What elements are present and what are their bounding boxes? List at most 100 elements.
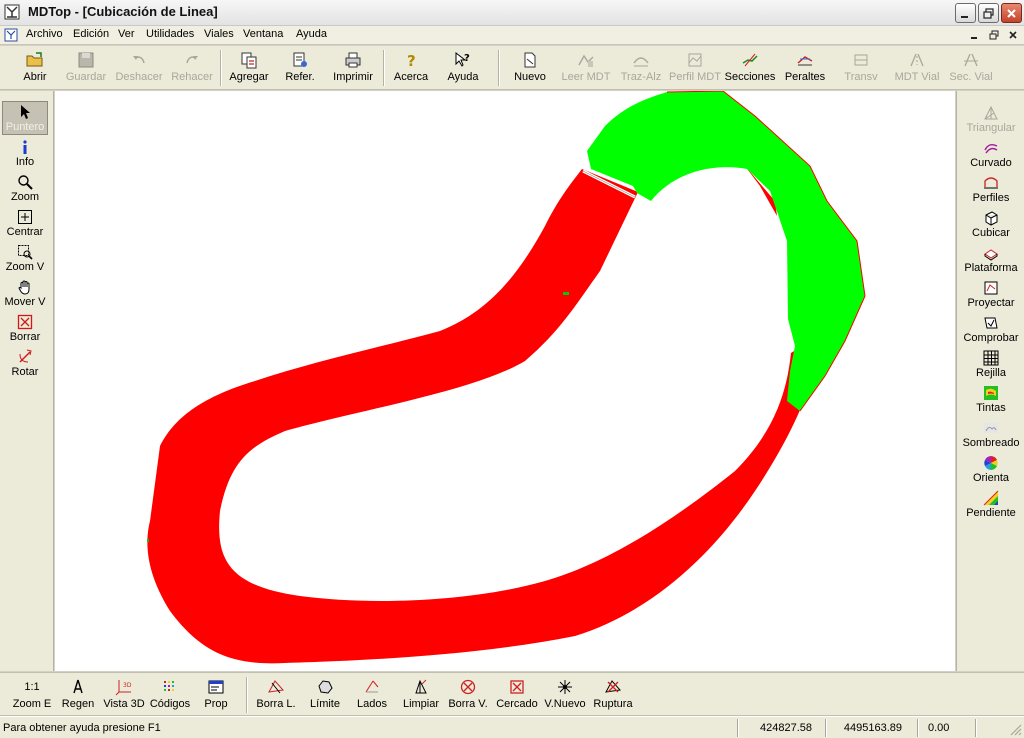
rotar-tool[interactable]: Rotar xyxy=(4,349,46,378)
menu-ayuda[interactable]: Ayuda xyxy=(296,28,327,40)
limite-button[interactable]: Límite xyxy=(306,676,344,714)
agregar-button[interactable]: Agregar xyxy=(227,49,271,87)
v-nuevo-button[interactable]: V.Nuevo xyxy=(543,676,587,714)
sections-icon xyxy=(742,53,758,67)
new-vertex-icon xyxy=(558,680,572,694)
sec-vial-button[interactable]: Sec. Vial xyxy=(948,49,994,87)
main-toolbar: Abrir Guardar Deshacer Rehacer Agregar R… xyxy=(0,46,1024,90)
borra-l-button[interactable]: Borra L. xyxy=(254,676,298,714)
borrar-tool[interactable]: Borrar xyxy=(4,314,46,343)
vista-3d-button[interactable]: 3D Vista 3D xyxy=(102,676,146,714)
status-y-coordinate: 4495163.89 xyxy=(843,722,902,734)
left-toolbar: Puntero Info Zoom Centrar Zoom V Mover V… xyxy=(0,91,54,671)
info-tool[interactable]: Info xyxy=(4,139,46,168)
zoom-v-tool[interactable]: Zoom V xyxy=(4,244,46,273)
perfil-mdt-button[interactable]: Perfil MDT xyxy=(669,49,721,87)
leer-mdt-button[interactable]: Leer MDT xyxy=(560,49,612,87)
menu-utilidades[interactable]: Utilidades xyxy=(146,28,195,40)
window-title: MDTop - [Cubicación de Linea] xyxy=(28,4,218,19)
close-button[interactable] xyxy=(1001,3,1022,23)
ayuda-button[interactable]: ? Ayuda xyxy=(447,51,479,83)
svg-text:3D: 3D xyxy=(123,682,132,689)
resize-grip-icon[interactable] xyxy=(1008,722,1022,736)
refer-button[interactable]: Refer. xyxy=(282,49,318,87)
question-mark-icon: ? xyxy=(407,52,416,69)
menu-viales[interactable]: Viales xyxy=(204,28,234,40)
break-line-icon xyxy=(605,680,621,693)
properties-icon xyxy=(208,680,224,694)
hand-pan-icon xyxy=(18,280,30,295)
cercado-button[interactable]: Cercado xyxy=(495,676,539,714)
document-icon[interactable] xyxy=(4,28,18,42)
ruptura-button[interactable]: Ruptura xyxy=(591,676,635,714)
svg-text:?: ? xyxy=(464,53,470,64)
boundary-icon xyxy=(318,680,333,694)
restore-button[interactable] xyxy=(978,3,999,23)
codigos-button[interactable]: Códigos xyxy=(148,676,192,714)
mdt-vial-button[interactable]: MDT Vial xyxy=(893,49,941,87)
perfiles-tool[interactable]: Perfiles xyxy=(960,175,1022,204)
menu-ver[interactable]: Ver xyxy=(118,28,135,40)
proyectar-tool[interactable]: Proyectar xyxy=(960,280,1022,309)
deshacer-button[interactable]: Deshacer xyxy=(114,49,164,87)
orienta-tool[interactable]: Orienta xyxy=(960,455,1022,484)
menu-ventana[interactable]: Ventana xyxy=(243,28,284,40)
comprobar-tool[interactable]: Comprobar xyxy=(960,315,1022,344)
erase-vertex-icon xyxy=(460,679,476,695)
nuevo-button[interactable]: Nuevo xyxy=(512,49,548,87)
tintas-tool[interactable]: Tintas xyxy=(960,385,1022,414)
mover-v-tool[interactable]: Mover V xyxy=(4,279,46,308)
cubicar-tool[interactable]: Cubicar xyxy=(960,210,1022,239)
zoom-tool[interactable]: Zoom xyxy=(4,174,46,203)
printer-icon xyxy=(345,52,361,68)
orientation-wheel-icon xyxy=(984,456,998,470)
reference-document-icon xyxy=(293,52,307,67)
zoom-e-button[interactable]: 1:1 Zoom E xyxy=(12,676,52,714)
app-logo-icon xyxy=(4,4,20,20)
info-icon xyxy=(23,140,27,154)
magnifier-icon xyxy=(18,175,33,190)
fill-speck xyxy=(563,292,569,295)
centrar-tool[interactable]: Centrar xyxy=(4,209,46,238)
road-terrain-icon xyxy=(910,53,924,67)
prop-button[interactable]: Prop xyxy=(200,676,232,714)
guardar-button[interactable]: Guardar xyxy=(64,49,108,87)
regen-button[interactable]: Regen xyxy=(58,676,98,714)
fill-speck xyxy=(147,539,149,542)
transv-button[interactable]: Transv xyxy=(842,49,880,87)
pendiente-tool[interactable]: Pendiente xyxy=(960,490,1022,519)
cube-icon xyxy=(985,211,998,226)
drawing-canvas[interactable] xyxy=(55,91,955,671)
cubicacion-drawing xyxy=(147,91,866,664)
abrir-button[interactable]: Abrir xyxy=(18,49,52,87)
mdi-minimize-button[interactable] xyxy=(967,28,983,42)
rejilla-tool[interactable]: Rejilla xyxy=(960,350,1022,379)
rehacer-button[interactable]: Rehacer xyxy=(169,49,215,87)
fill-area xyxy=(587,91,865,411)
puntero-tool[interactable]: Puntero xyxy=(2,101,48,135)
mdi-close-button[interactable] xyxy=(1005,28,1021,42)
sombreado-tool[interactable]: Sombreado xyxy=(960,420,1022,449)
triangular-tool[interactable]: Triangular xyxy=(960,105,1022,134)
peraltes-button[interactable]: Peraltes xyxy=(783,49,827,87)
traz-alz-button[interactable]: Traz-Alz xyxy=(618,49,664,87)
menu-edicion[interactable]: Edición xyxy=(73,28,110,40)
mdi-restore-button[interactable] xyxy=(986,28,1002,42)
erase-line-icon xyxy=(268,680,284,694)
lados-button[interactable]: Lados xyxy=(354,676,390,714)
restore-icon xyxy=(983,7,994,19)
curvado-tool[interactable]: Curvado xyxy=(960,140,1022,169)
acerca-button[interactable]: ? Acerca xyxy=(393,52,429,83)
transverse-icon xyxy=(854,54,868,66)
menu-archivo[interactable]: Archivo xyxy=(26,28,63,40)
borra-v-button[interactable]: Borra V. xyxy=(446,676,490,714)
minimize-icon xyxy=(961,15,968,18)
limpiar-button[interactable]: Limpiar xyxy=(402,676,440,714)
new-document-icon xyxy=(524,52,536,68)
minimize-button[interactable] xyxy=(955,3,976,23)
plataforma-tool[interactable]: Plataforma xyxy=(960,245,1022,274)
imprimir-button[interactable]: Imprimir xyxy=(331,49,375,87)
secciones-button[interactable]: Secciones xyxy=(724,49,776,87)
restore-icon xyxy=(989,30,999,40)
